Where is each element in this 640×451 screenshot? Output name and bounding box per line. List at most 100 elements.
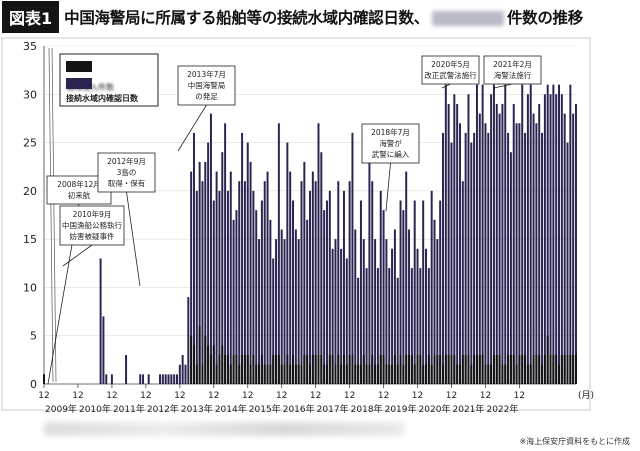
bar-incursions: [504, 364, 507, 384]
bar-incursions: [226, 355, 229, 384]
bar-contiguous-days: [249, 161, 252, 384]
annotation-box: [421, 55, 480, 85]
bar-contiguous-days: [555, 94, 558, 385]
bar-incursions: [569, 355, 572, 384]
bar-incursions: [241, 355, 244, 384]
x-tick-label: 12: [446, 391, 457, 401]
annotation-text: の発足: [195, 92, 218, 101]
bar-contiguous-days: [226, 190, 229, 384]
bar-contiguous-days: [238, 181, 241, 384]
annotation-leader: [385, 162, 391, 212]
bar-incursions: [521, 355, 524, 384]
bar-contiguous-days: [549, 94, 552, 385]
bar-incursions: [444, 355, 447, 384]
y-tick-label: 10: [23, 281, 37, 294]
bar-contiguous-days: [473, 132, 476, 384]
bar-incursions: [563, 355, 566, 384]
bar-incursions: [337, 355, 340, 384]
bar-contiguous-days: [283, 239, 286, 384]
bar-incursions: [419, 355, 422, 384]
x-tick-label: 12: [106, 391, 117, 401]
bar-contiguous-days: [453, 94, 456, 385]
bar-contiguous-days: [289, 171, 292, 384]
bar-contiguous-days: [105, 374, 108, 384]
bar-contiguous-days: [348, 181, 351, 384]
annotation-text: 2020年5月: [431, 59, 470, 69]
annotation-text: 2018年7月: [371, 127, 410, 137]
bar-contiguous-days: [538, 103, 541, 384]
y-tick-label: 5: [30, 330, 37, 343]
bar-contiguous-days: [187, 297, 190, 384]
bar-contiguous-days: [504, 84, 507, 384]
bar-contiguous-days: [376, 268, 379, 384]
bar-contiguous-days: [487, 132, 490, 384]
y-tick-label: 0: [30, 378, 37, 391]
bar-contiguous-days: [215, 171, 218, 384]
year-label: 2009年: [45, 403, 77, 415]
bar-contiguous-days: [402, 210, 405, 384]
annotation-leader: [62, 244, 93, 267]
bar-incursions: [447, 355, 450, 384]
bar-contiguous-days: [535, 123, 538, 384]
bar-incursions: [297, 364, 300, 384]
bar-contiguous-days: [396, 277, 399, 384]
bar-incursions: [221, 345, 224, 384]
year-label: 2019年: [385, 403, 417, 415]
annotation-text: 改正武警法施行: [424, 70, 477, 80]
legend-swatch-incursions: [66, 61, 92, 72]
bar-contiguous-days: [501, 103, 504, 384]
bar-incursions: [430, 364, 433, 384]
bar-incursions: [549, 355, 552, 384]
bar-incursions: [354, 364, 357, 384]
bar-contiguous-days: [218, 190, 221, 384]
bar-contiguous-days: [235, 210, 238, 384]
bar-incursions: [402, 364, 405, 384]
bar-incursions: [283, 364, 286, 384]
bar-contiguous-days: [458, 123, 461, 384]
year-label: 2011年: [113, 403, 145, 415]
bar-contiguous-days: [164, 374, 167, 384]
bar-incursions: [289, 364, 292, 384]
bar-contiguous-days: [110, 374, 113, 384]
year-label: 2021年: [453, 403, 485, 415]
bar-contiguous-days: [532, 113, 535, 384]
bar-contiguous-days: [546, 84, 549, 384]
bar-incursions: [218, 355, 221, 384]
bar-incursions: [552, 355, 555, 384]
chart-title: 中国海警局に所属する船舶等の接続水域内確認日数、 件数の推移: [64, 6, 583, 28]
title-redacted-blur: [431, 11, 504, 26]
bar-incursions: [490, 364, 493, 384]
bar-contiguous-days: [382, 210, 385, 384]
bar-incursions: [492, 355, 495, 384]
bar-contiguous-days: [405, 171, 408, 384]
annotation-box: [97, 152, 156, 193]
annotation-text: 海警法施行: [494, 70, 532, 80]
bar-incursions: [526, 364, 529, 384]
bar-contiguous-days: [359, 200, 362, 384]
source-note: ※海上保安庁資料をもとに作成: [519, 437, 630, 446]
x-tick-label: 12: [242, 391, 253, 401]
annotation-text: 2021年2月: [493, 59, 532, 69]
year-label: 2016年: [283, 403, 315, 415]
bar-contiguous-days: [427, 268, 430, 384]
bar-contiguous-days: [277, 123, 280, 384]
year-label: 2012年: [147, 403, 179, 415]
bar-contiguous-days: [357, 277, 360, 384]
bar-incursions: [566, 355, 569, 384]
bar-contiguous-days: [192, 132, 195, 384]
x-tick-label: 12: [276, 391, 287, 401]
bar-incursions: [572, 355, 575, 384]
bar-incursions: [249, 364, 252, 384]
bar-incursions: [263, 364, 266, 384]
x-tick-label: 12: [208, 391, 219, 401]
bar-contiguous-days: [323, 210, 326, 384]
annotation-leader: [493, 83, 513, 89]
bar-contiguous-days: [309, 190, 311, 384]
bar-contiguous-days: [178, 364, 181, 384]
bar-contiguous-days: [286, 142, 289, 384]
x-tick-label: 12: [344, 391, 355, 401]
bar-contiguous-days: [393, 229, 396, 384]
bar-incursions: [306, 355, 309, 384]
annotation-box: [177, 65, 236, 106]
x-tick-label: 12: [72, 391, 83, 401]
